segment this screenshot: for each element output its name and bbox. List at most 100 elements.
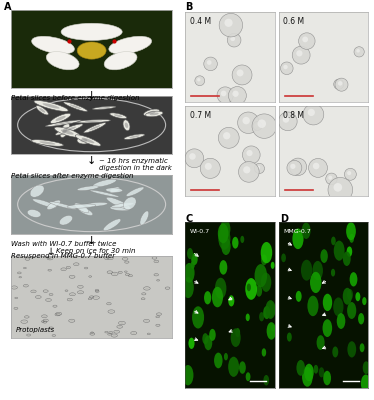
Ellipse shape bbox=[140, 211, 149, 225]
Circle shape bbox=[145, 288, 148, 289]
Circle shape bbox=[19, 277, 21, 278]
Circle shape bbox=[259, 312, 264, 321]
Circle shape bbox=[360, 343, 365, 352]
Circle shape bbox=[262, 348, 266, 356]
Ellipse shape bbox=[77, 186, 99, 190]
Circle shape bbox=[91, 333, 94, 334]
Ellipse shape bbox=[31, 36, 74, 54]
Ellipse shape bbox=[75, 135, 101, 146]
Circle shape bbox=[258, 120, 266, 128]
Circle shape bbox=[309, 158, 328, 177]
Circle shape bbox=[105, 258, 108, 259]
Circle shape bbox=[313, 163, 319, 169]
Circle shape bbox=[110, 311, 113, 312]
Circle shape bbox=[267, 322, 276, 340]
Ellipse shape bbox=[55, 124, 83, 135]
Circle shape bbox=[334, 241, 344, 261]
Circle shape bbox=[13, 287, 16, 288]
Circle shape bbox=[297, 360, 305, 376]
Circle shape bbox=[184, 263, 194, 283]
Circle shape bbox=[126, 274, 129, 275]
Circle shape bbox=[96, 291, 98, 292]
Circle shape bbox=[217, 87, 233, 103]
Circle shape bbox=[336, 82, 340, 85]
Circle shape bbox=[302, 367, 313, 387]
Circle shape bbox=[261, 254, 267, 265]
Circle shape bbox=[363, 361, 370, 374]
Ellipse shape bbox=[62, 127, 67, 134]
Circle shape bbox=[261, 273, 271, 292]
Circle shape bbox=[326, 173, 337, 185]
Circle shape bbox=[235, 328, 240, 337]
Ellipse shape bbox=[110, 206, 130, 211]
Circle shape bbox=[343, 288, 352, 305]
Ellipse shape bbox=[31, 140, 64, 146]
Circle shape bbox=[257, 166, 260, 169]
Circle shape bbox=[218, 127, 239, 148]
Circle shape bbox=[334, 79, 344, 89]
Circle shape bbox=[32, 291, 35, 292]
Ellipse shape bbox=[76, 120, 111, 123]
Ellipse shape bbox=[61, 130, 74, 135]
Circle shape bbox=[185, 149, 204, 168]
Circle shape bbox=[62, 268, 65, 270]
Circle shape bbox=[313, 261, 323, 280]
Text: ↓: ↓ bbox=[87, 236, 96, 246]
Text: 0.6 M: 0.6 M bbox=[283, 17, 304, 26]
Circle shape bbox=[207, 60, 212, 65]
Circle shape bbox=[205, 163, 212, 170]
Ellipse shape bbox=[84, 123, 106, 133]
Text: Keep on ice for 30 min: Keep on ice for 30 min bbox=[56, 248, 136, 254]
Circle shape bbox=[124, 258, 126, 260]
Ellipse shape bbox=[89, 125, 100, 130]
Circle shape bbox=[263, 306, 270, 319]
Circle shape bbox=[253, 122, 262, 130]
Circle shape bbox=[292, 46, 310, 64]
Ellipse shape bbox=[109, 36, 152, 54]
Circle shape bbox=[307, 296, 319, 316]
Circle shape bbox=[37, 296, 40, 298]
Text: ~ 16 hrs enzymatic
digestion in the dark: ~ 16 hrs enzymatic digestion in the dark bbox=[99, 158, 172, 171]
Circle shape bbox=[292, 228, 304, 249]
Ellipse shape bbox=[67, 204, 96, 208]
Circle shape bbox=[347, 246, 352, 257]
Ellipse shape bbox=[150, 112, 159, 115]
Text: ↓: ↓ bbox=[87, 91, 96, 101]
Ellipse shape bbox=[123, 120, 130, 131]
Circle shape bbox=[255, 264, 267, 287]
Circle shape bbox=[304, 364, 314, 381]
Circle shape bbox=[231, 328, 241, 347]
Ellipse shape bbox=[64, 102, 88, 112]
Circle shape bbox=[242, 146, 260, 164]
Ellipse shape bbox=[36, 106, 48, 115]
Ellipse shape bbox=[70, 104, 82, 109]
Ellipse shape bbox=[103, 219, 121, 231]
Text: A: A bbox=[4, 2, 11, 12]
Ellipse shape bbox=[129, 135, 140, 138]
Circle shape bbox=[321, 249, 328, 263]
Circle shape bbox=[255, 124, 258, 127]
Circle shape bbox=[119, 272, 121, 273]
Circle shape bbox=[71, 276, 74, 278]
Ellipse shape bbox=[54, 122, 73, 125]
Circle shape bbox=[53, 335, 55, 336]
Circle shape bbox=[347, 289, 353, 300]
Circle shape bbox=[49, 270, 50, 271]
Circle shape bbox=[113, 273, 116, 275]
Circle shape bbox=[108, 272, 111, 273]
Circle shape bbox=[96, 290, 98, 291]
Circle shape bbox=[354, 47, 364, 57]
Circle shape bbox=[157, 280, 159, 281]
Text: 0.8 M: 0.8 M bbox=[283, 111, 304, 120]
Circle shape bbox=[218, 227, 230, 250]
Circle shape bbox=[271, 325, 275, 332]
Circle shape bbox=[328, 176, 332, 180]
Circle shape bbox=[229, 86, 246, 104]
Circle shape bbox=[91, 332, 93, 333]
Ellipse shape bbox=[60, 123, 70, 138]
Circle shape bbox=[158, 314, 160, 315]
Circle shape bbox=[189, 153, 196, 160]
Ellipse shape bbox=[107, 197, 131, 209]
Circle shape bbox=[188, 338, 194, 349]
Circle shape bbox=[323, 371, 331, 385]
